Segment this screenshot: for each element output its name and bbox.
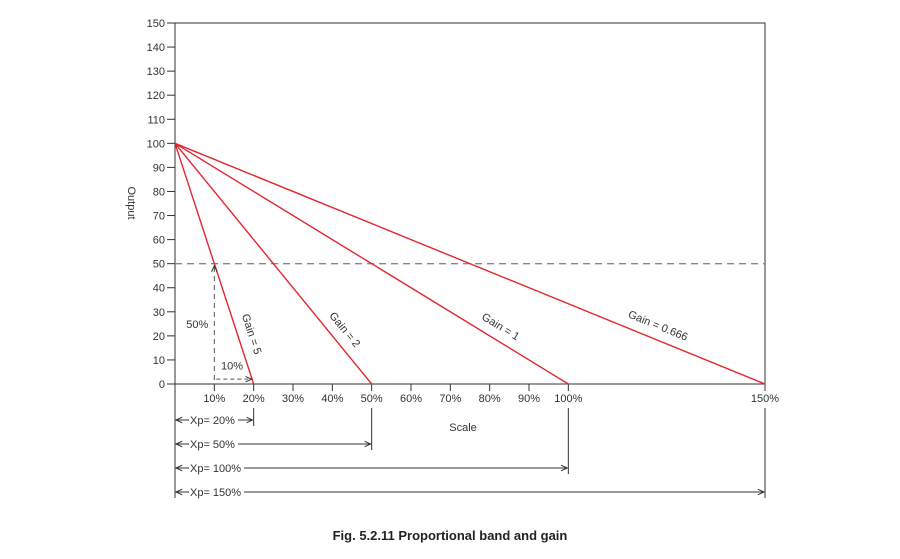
- annotation-group: 50% 10%: [186, 266, 251, 380]
- y-tick-label: 120: [147, 90, 165, 102]
- x-tick-label: 50%: [361, 393, 383, 405]
- y-tick-label: 40: [153, 283, 165, 295]
- figure-caption: Fig. 5.2.11 Proportional band and gain: [332, 528, 568, 543]
- y-axis-label: Output: [125, 186, 137, 219]
- y-tick-label: 80: [153, 186, 165, 198]
- x-axis-label: Scale: [449, 422, 477, 434]
- band-group: Xp= 20% Xp= 50% Xp= 100% Xp= 150%: [174, 384, 766, 499]
- series-line: [174, 143, 255, 385]
- series-label: Gain = 2: [326, 310, 362, 350]
- y-tick-label: 130: [147, 66, 165, 78]
- series-line: [174, 142, 766, 385]
- y-tick-label: 110: [147, 114, 165, 126]
- series-label: Gain = 0.666: [626, 309, 689, 344]
- y-tick-label: 30: [153, 307, 165, 319]
- x-tick-label: 150%: [751, 393, 779, 405]
- y-tick-label: 90: [153, 162, 165, 174]
- y-tick-label: 150: [147, 18, 165, 30]
- x-tick-label: 60%: [400, 393, 422, 405]
- y-tick-label: 70: [153, 211, 165, 223]
- x-tick-label: 100%: [554, 393, 582, 405]
- x-tick-label: 30%: [282, 393, 304, 405]
- series-line: [174, 142, 373, 385]
- y-tick-label: 20: [153, 331, 165, 343]
- x-tick-label: 20%: [243, 393, 265, 405]
- x-tick-label: 40%: [321, 393, 343, 405]
- y-tick-label: 100: [147, 138, 165, 150]
- x-axis-ticks: 10% 20% 30% 40% 50% 60% 70% 80% 90% 100% 150%: [203, 384, 779, 405]
- band-label: Xp= 150%: [190, 487, 241, 499]
- x-tick-label: 80%: [479, 393, 501, 405]
- x-tick-label: 90%: [518, 393, 540, 405]
- y-axis-ticks: 0 10 20 30 40 50 60 70 80 90 100 110 120 130 140 150: [147, 18, 175, 391]
- band-label: Xp= 20%: [190, 415, 235, 427]
- chart: 0 10 20 30 40 50 60 70 80 90 100 110 120 130 140 150 10…: [125, 18, 779, 499]
- plot-frame: [174, 22, 766, 385]
- y-tick-label: 140: [147, 42, 165, 54]
- y-tick-label: 0: [159, 379, 165, 391]
- scale-change-label: 10%: [221, 361, 243, 373]
- y-tick-label: 10: [153, 355, 165, 367]
- x-tick-label: 70%: [439, 393, 461, 405]
- y-tick-label: 50: [153, 259, 165, 271]
- y-tick-label: 60: [153, 235, 165, 247]
- series-line: [174, 142, 569, 385]
- x-tick-label: 10%: [203, 393, 225, 405]
- band-label: Xp= 50%: [190, 439, 235, 451]
- output-change-label: 50%: [186, 319, 208, 331]
- band-label: Xp= 100%: [190, 463, 241, 475]
- series-label: Gain = 1: [479, 311, 521, 343]
